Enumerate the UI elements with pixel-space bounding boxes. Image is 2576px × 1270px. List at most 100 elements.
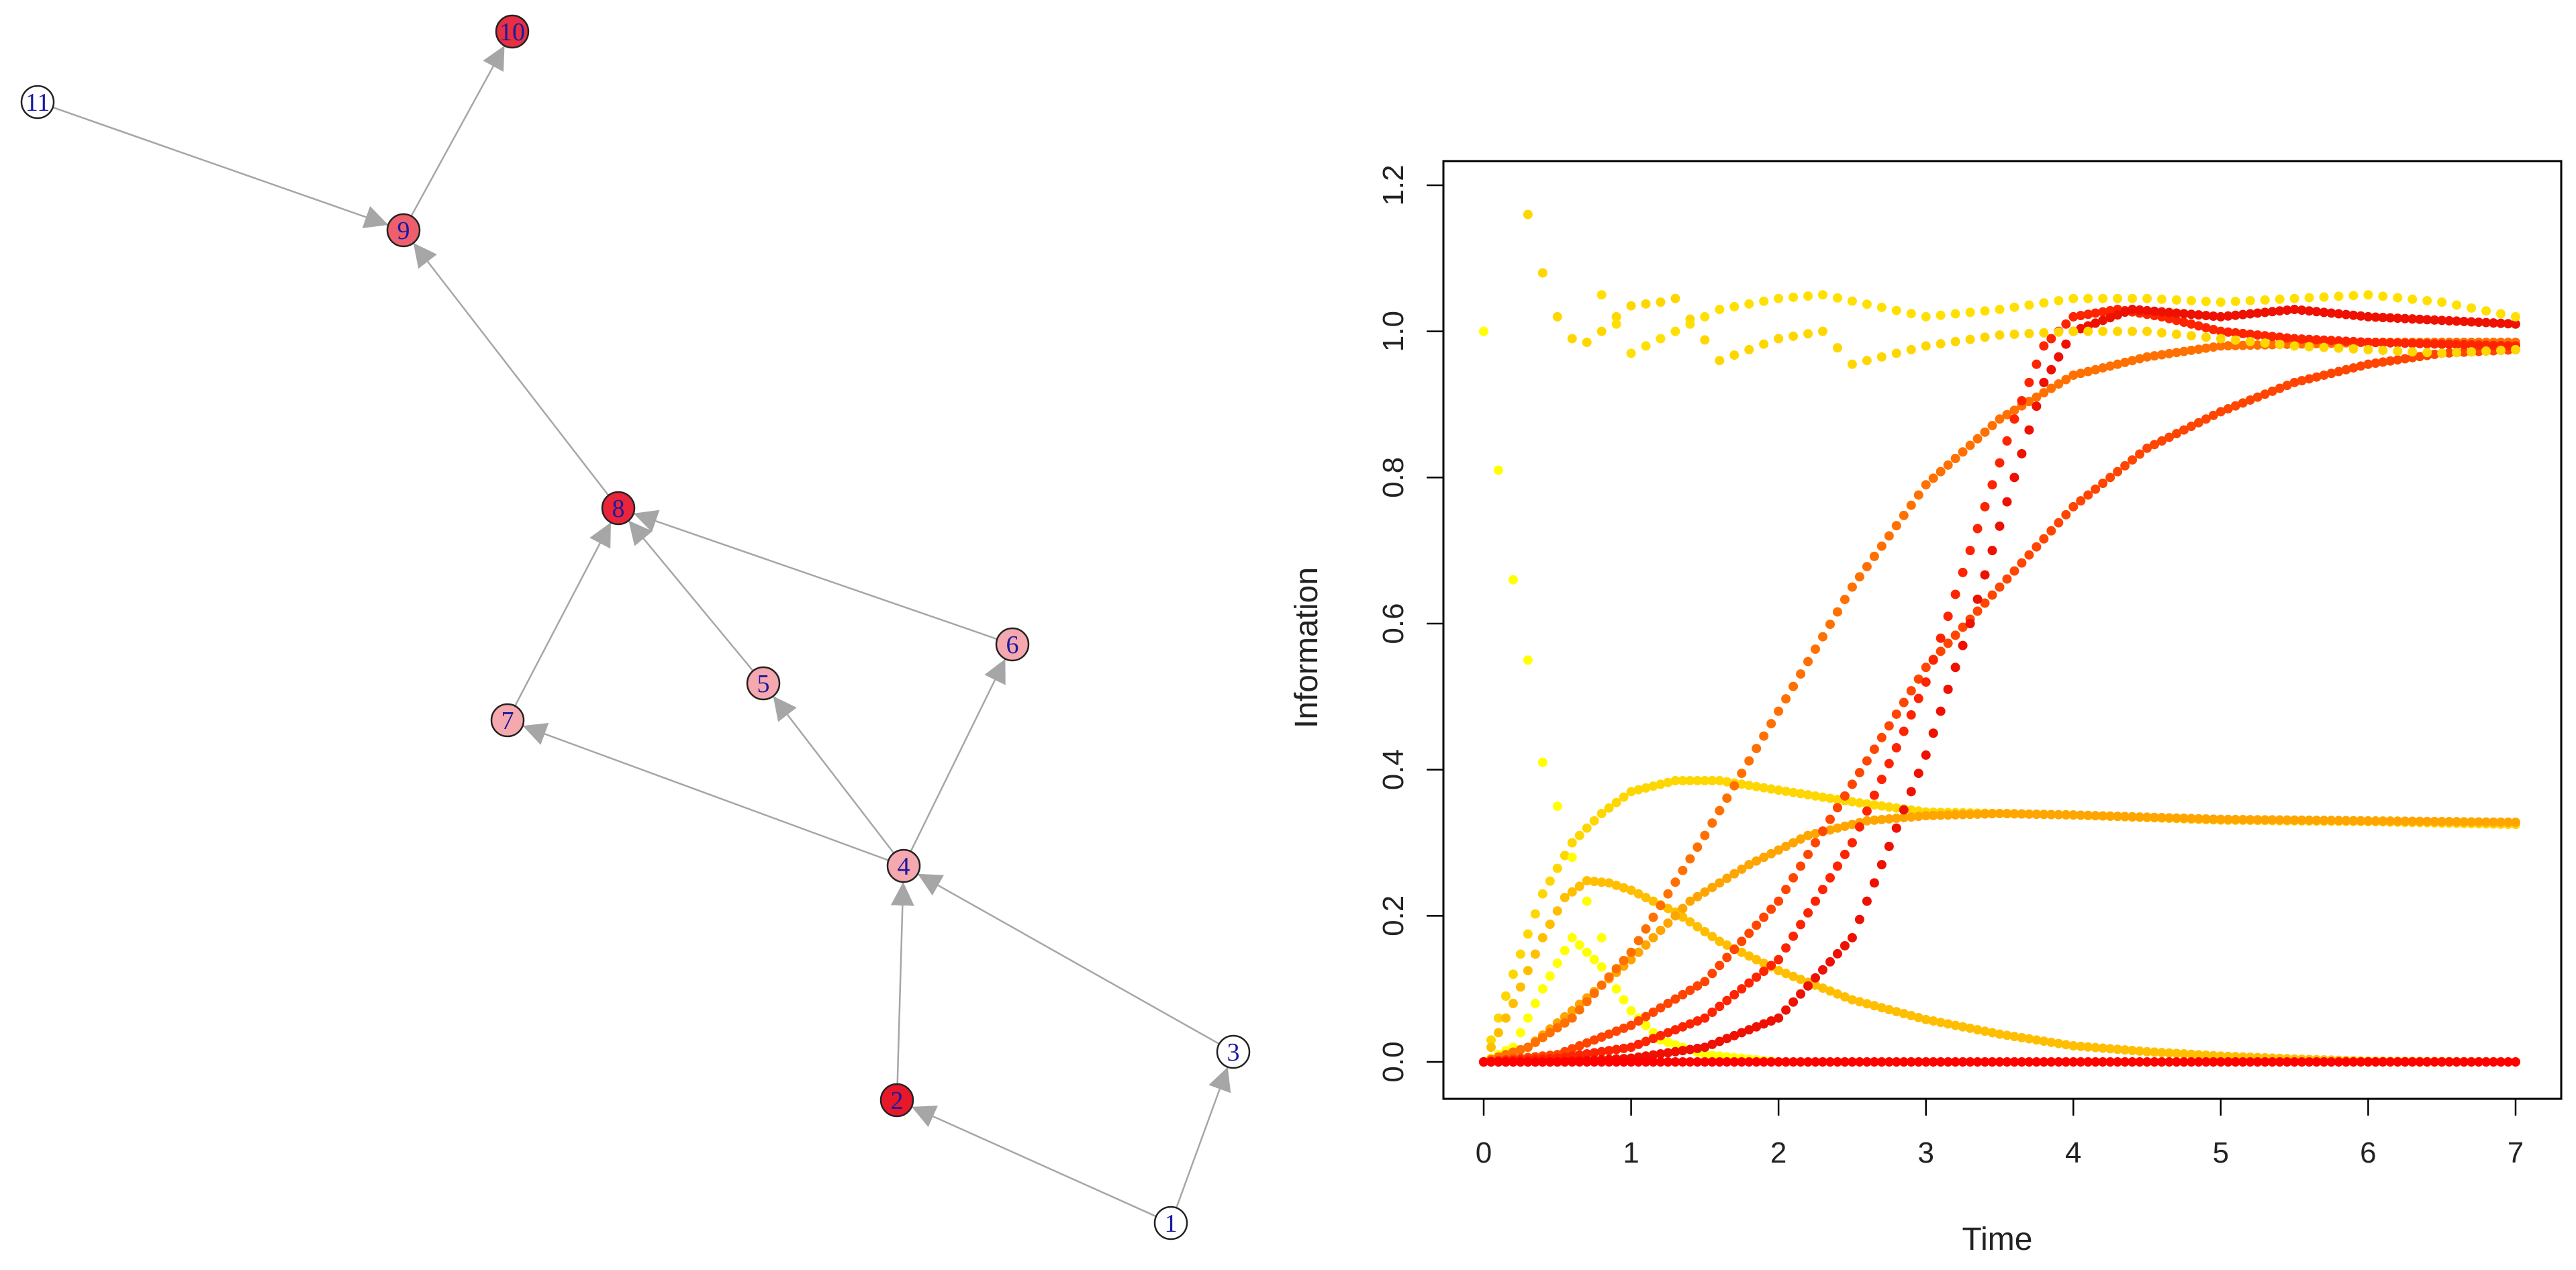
data-point bbox=[2193, 1050, 2203, 1060]
node-circle bbox=[490, 703, 525, 738]
data-point bbox=[2511, 344, 2520, 354]
data-point bbox=[1825, 873, 1835, 883]
data-point bbox=[1803, 1057, 1813, 1067]
data-point bbox=[2289, 341, 2299, 351]
data-point bbox=[1552, 959, 1562, 969]
data-point bbox=[1530, 998, 1540, 1008]
data-point bbox=[1493, 1057, 1503, 1067]
data-point bbox=[1840, 992, 1850, 1002]
data-point bbox=[1545, 920, 1555, 930]
node-circle bbox=[601, 491, 636, 526]
data-point bbox=[2128, 1057, 2138, 1067]
data-point bbox=[1626, 947, 1636, 957]
data-point bbox=[1663, 903, 1673, 914]
data-point bbox=[2289, 815, 2299, 825]
data-point bbox=[1774, 955, 1784, 965]
data-point bbox=[2334, 1057, 2344, 1067]
data-point bbox=[2341, 309, 2351, 320]
data-point bbox=[2252, 340, 2262, 350]
data-point bbox=[1567, 334, 1577, 344]
data-point bbox=[2422, 816, 2432, 826]
data-point bbox=[2275, 383, 2285, 393]
data-point bbox=[1700, 775, 1710, 785]
data-point bbox=[1811, 838, 1821, 848]
data-point bbox=[1972, 1025, 1983, 1035]
data-point bbox=[1670, 326, 1680, 336]
data-point bbox=[1715, 805, 1725, 816]
data-point bbox=[1596, 962, 1607, 972]
data-point bbox=[1759, 852, 1769, 863]
data-point bbox=[1715, 1036, 1725, 1046]
data-point bbox=[2223, 814, 2233, 824]
x-tick-label: 1 bbox=[1623, 1136, 1639, 1169]
data-point bbox=[1943, 1019, 1953, 1029]
data-point bbox=[1700, 1057, 1710, 1067]
data-point bbox=[1500, 1013, 1511, 1023]
data-point bbox=[1596, 290, 1607, 300]
data-point bbox=[2503, 341, 2514, 351]
y-tick-label: 1.2 bbox=[1377, 164, 1410, 205]
data-point bbox=[2098, 326, 2108, 336]
data-point bbox=[2452, 1057, 2462, 1067]
data-point bbox=[2400, 1057, 2410, 1067]
data-point bbox=[2467, 340, 2477, 350]
x-axis-label: Time bbox=[1962, 1222, 2033, 1257]
data-point bbox=[2002, 1057, 2012, 1067]
data-point bbox=[1545, 1028, 1555, 1038]
data-point bbox=[2157, 294, 2167, 304]
edge-2-4 bbox=[890, 881, 914, 1085]
data-point bbox=[2208, 814, 2218, 824]
data-point bbox=[2024, 328, 2034, 338]
data-point bbox=[1641, 1012, 1651, 1022]
data-point bbox=[2091, 318, 2101, 328]
data-point bbox=[1899, 805, 1909, 815]
data-point bbox=[1663, 777, 1673, 787]
data-point bbox=[1995, 458, 2005, 468]
data-point bbox=[2068, 326, 2079, 336]
data-point bbox=[1707, 1007, 1717, 1017]
data-point bbox=[1774, 845, 1784, 855]
data-point bbox=[1626, 1006, 1636, 1016]
data-point bbox=[1759, 959, 1769, 969]
data-point bbox=[1508, 998, 1518, 1008]
data-point bbox=[2260, 331, 2270, 341]
data-point bbox=[2157, 813, 2167, 823]
data-point bbox=[1965, 546, 1975, 556]
series-8 bbox=[1479, 1057, 2520, 1067]
data-point bbox=[2009, 473, 2019, 483]
data-point bbox=[1611, 964, 1621, 974]
data-point bbox=[2459, 347, 2469, 357]
data-point bbox=[2430, 816, 2440, 826]
data-point bbox=[1774, 1013, 1784, 1023]
data-point bbox=[1545, 971, 1555, 981]
data-point bbox=[1987, 480, 1997, 490]
data-point bbox=[2164, 348, 2175, 358]
data-point bbox=[1891, 743, 1901, 753]
data-point bbox=[1752, 1057, 1762, 1067]
data-point bbox=[2091, 364, 2101, 375]
data-point bbox=[2378, 338, 2388, 348]
data-point bbox=[1972, 809, 1983, 819]
data-point bbox=[2046, 383, 2056, 393]
data-point bbox=[2091, 1042, 2101, 1053]
data-point bbox=[1965, 1057, 1975, 1067]
data-point bbox=[1781, 943, 1791, 953]
data-point bbox=[1537, 1057, 1547, 1067]
data-point bbox=[1648, 781, 1658, 791]
data-point bbox=[1921, 311, 1931, 322]
data-point bbox=[2444, 315, 2454, 326]
data-point bbox=[1913, 693, 1923, 703]
data-point bbox=[2002, 1030, 2012, 1040]
data-point bbox=[2311, 372, 2322, 382]
data-point bbox=[1715, 1057, 1725, 1067]
data-point bbox=[2150, 351, 2160, 361]
data-point bbox=[1803, 656, 1813, 667]
data-point bbox=[1537, 757, 1547, 767]
data-point bbox=[2009, 1057, 2019, 1067]
data-point bbox=[1648, 1050, 1658, 1060]
edge-1-3 bbox=[1176, 1067, 1231, 1208]
data-point bbox=[2032, 810, 2042, 820]
data-point bbox=[2422, 295, 2432, 305]
data-point bbox=[2186, 345, 2196, 355]
data-point bbox=[1781, 885, 1791, 895]
